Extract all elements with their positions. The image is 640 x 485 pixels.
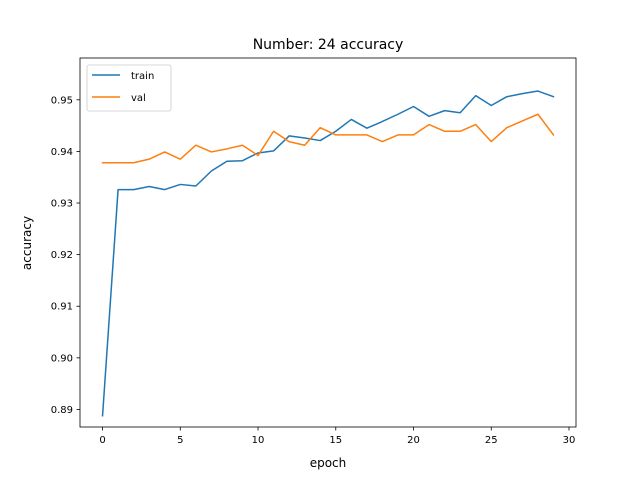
x-tick-label: 5 [177, 435, 183, 446]
chart-title: Number: 24 accuracy [253, 37, 404, 53]
x-axis-ticks: 0 5 10 15 20 25 30 [99, 427, 575, 446]
series-line-train [101, 90, 555, 417]
x-axis-label: epoch [310, 456, 347, 470]
y-tick-label: 0.94 [51, 147, 73, 158]
y-tick-label: 0.93 [51, 199, 73, 210]
plot-frame [79, 57, 577, 428]
legend-label-train: train [131, 71, 154, 82]
series-lines [101, 90, 555, 417]
x-tick-label: 20 [407, 435, 420, 446]
y-tick-label: 0.92 [51, 250, 73, 261]
x-tick-label: 25 [485, 435, 498, 446]
legend-label-val: val [131, 93, 146, 104]
y-tick-label: 0.90 [51, 353, 73, 364]
x-tick-label: 15 [329, 435, 342, 446]
x-tick-label: 0 [99, 435, 105, 446]
y-tick-label: 0.89 [51, 405, 73, 416]
legend-box [86, 64, 172, 112]
y-tick-label: 0.91 [51, 302, 73, 313]
y-axis-ticks: 0.89 0.90 0.91 0.92 0.93 0.94 0.95 [51, 95, 80, 416]
y-axis-label: accuracy [20, 216, 34, 270]
series-line-val [101, 113, 555, 164]
x-tick-label: 10 [252, 435, 265, 446]
y-tick-label: 0.95 [51, 95, 73, 106]
x-tick-label: 30 [563, 435, 576, 446]
legend: train val [86, 64, 172, 112]
